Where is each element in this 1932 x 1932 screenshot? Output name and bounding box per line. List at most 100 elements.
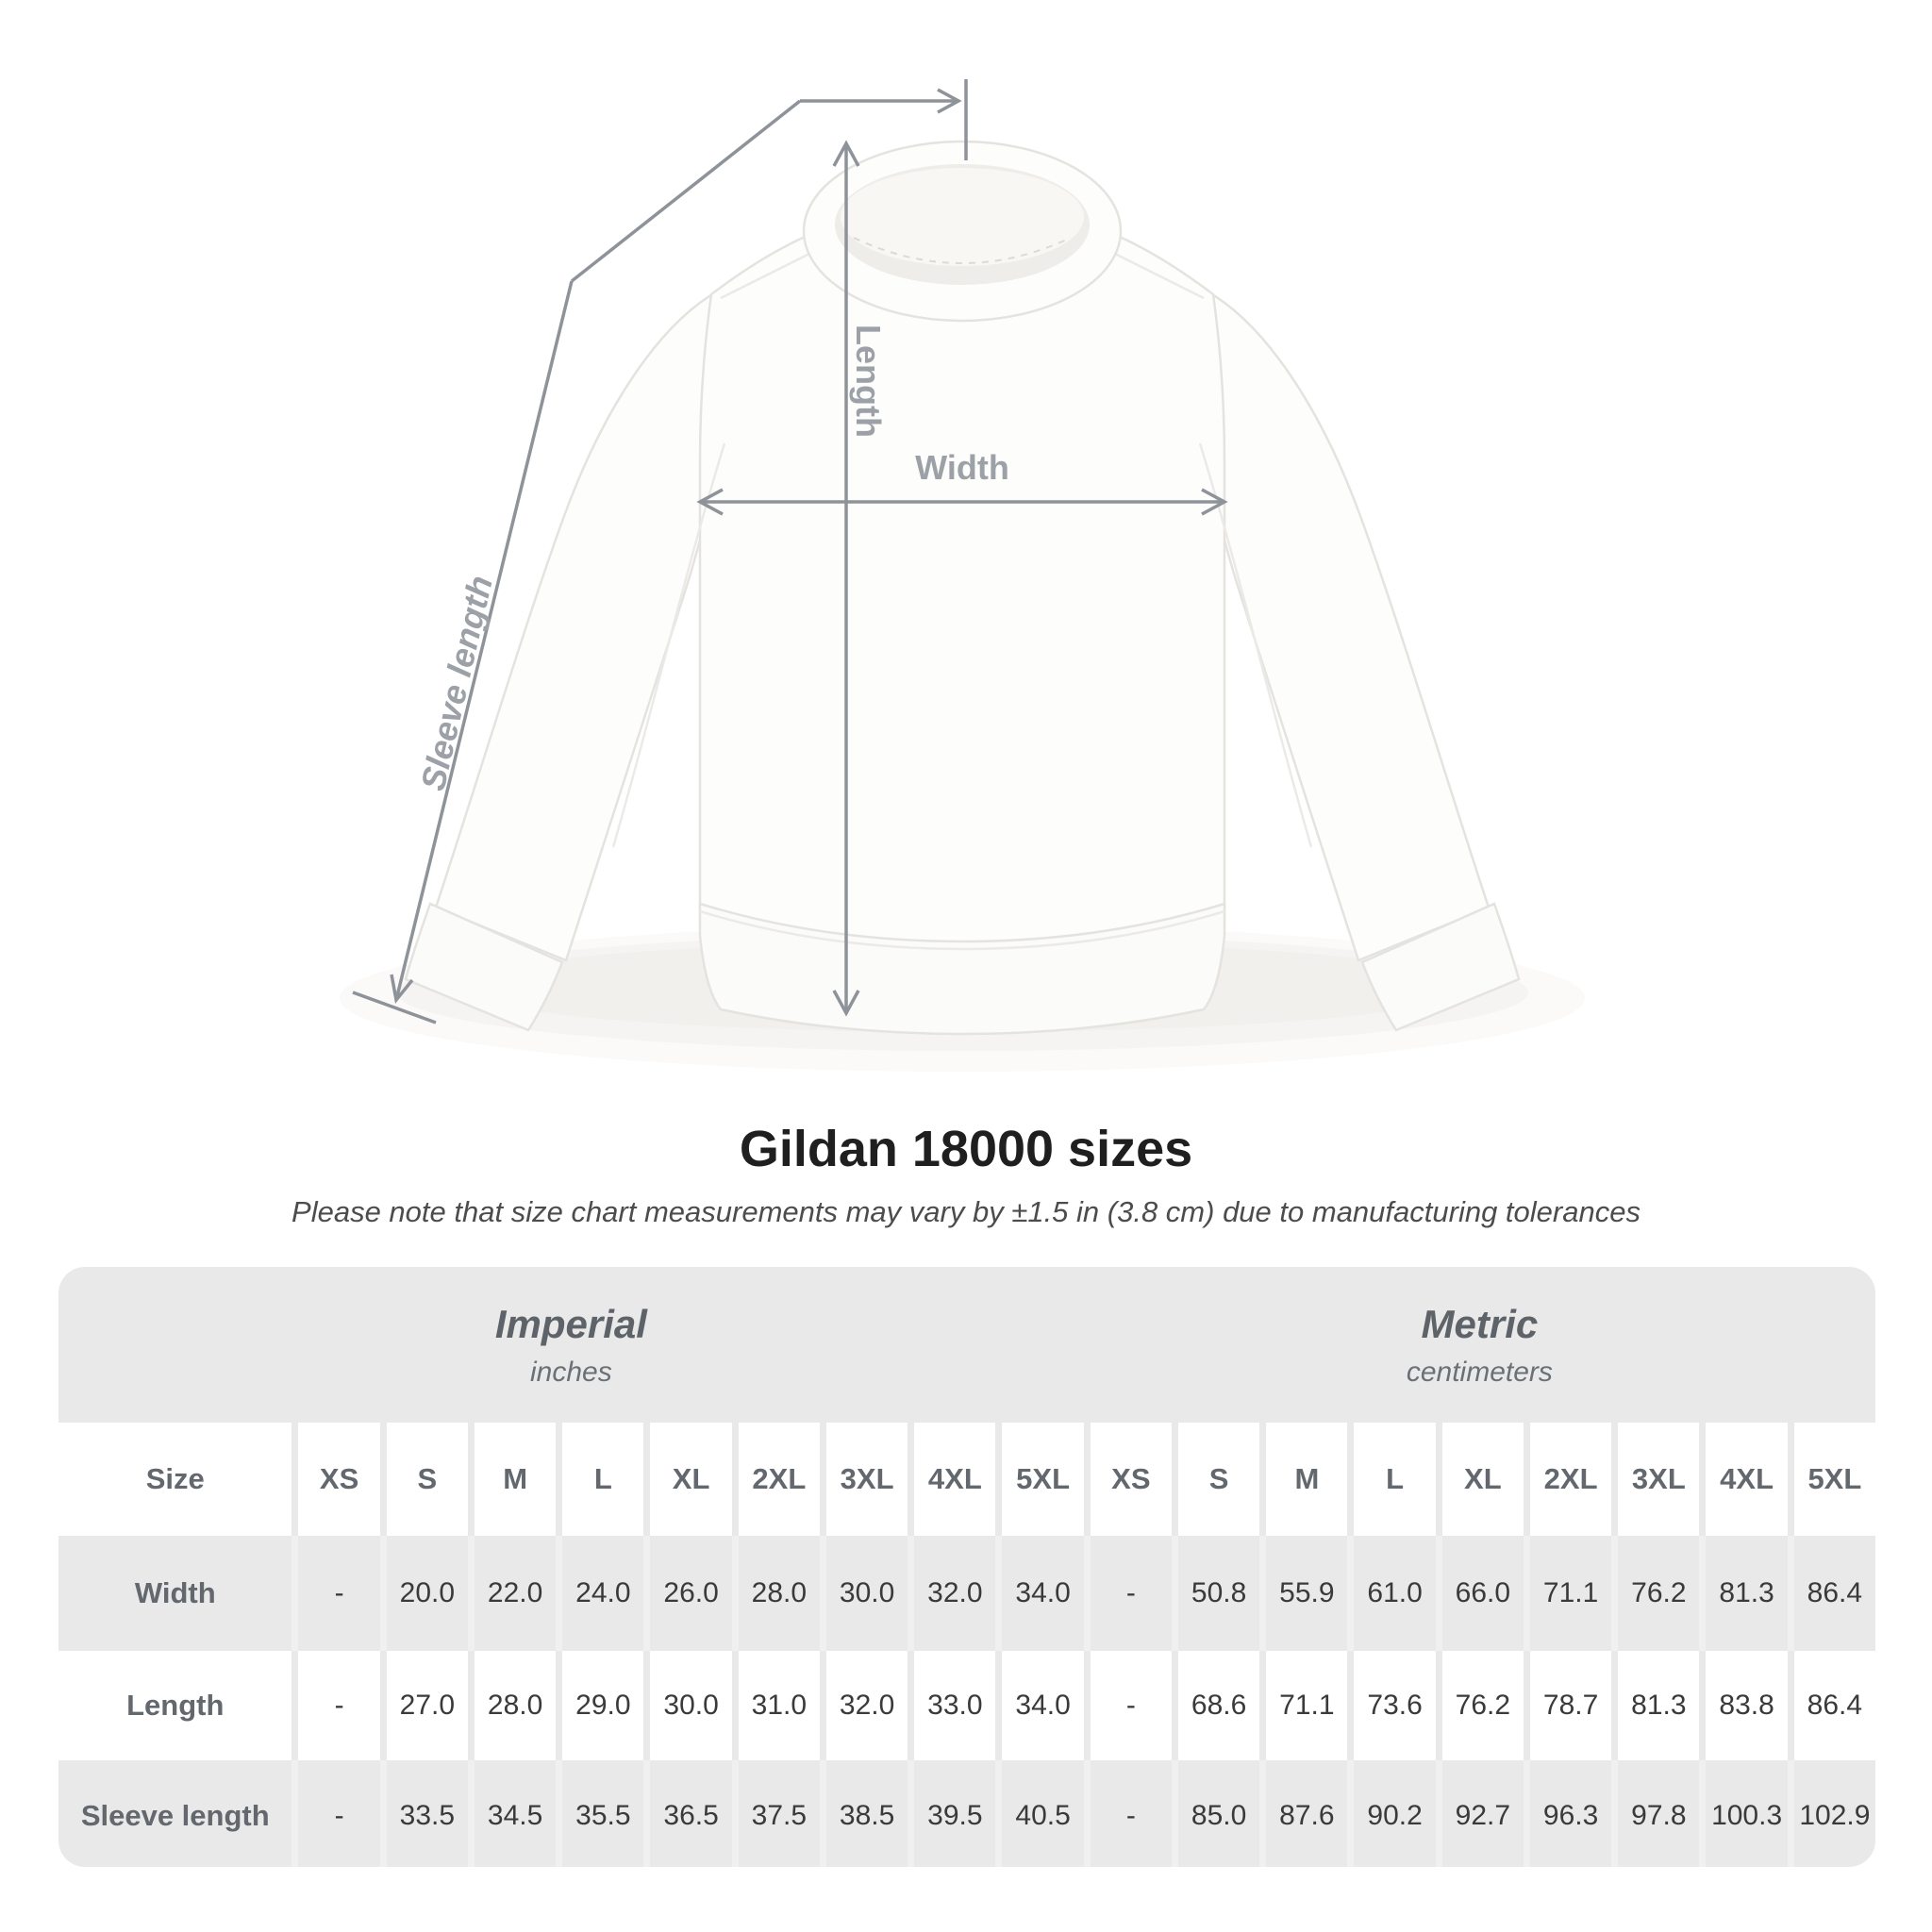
size-header-imperial-4xl: 4XL: [908, 1423, 995, 1536]
imperial-value-cell: 32.0: [908, 1536, 995, 1651]
metric-value-cell: 81.3: [1699, 1536, 1787, 1651]
row-label: Length: [126, 1689, 225, 1722]
metric-value-cell: 100.3: [1699, 1760, 1787, 1867]
sleeve-line-shoulder: [570, 99, 802, 283]
size-header-imperial-xl: XL: [643, 1423, 731, 1536]
metric-value-cell: 81.3: [1611, 1651, 1699, 1760]
size-header-imperial-2xl: 2XL: [731, 1423, 820, 1536]
measurement-row-sleeve-length: Sleeve length -33.5 34.5 35.5 36.5 37.5 38.5 39…: [58, 1760, 1875, 1867]
size-header-row: Size XS S M L XL 2XL 3XL 4XL 5XL XS S M L XL 2XL 3XL 4XL 5…: [58, 1423, 1875, 1536]
page-title: Gildan 18000 sizes: [739, 1121, 1193, 1177]
length-label: Length: [849, 325, 888, 438]
imperial-value-cell: 40.5: [995, 1760, 1083, 1867]
imperial-value-cell: 24.0: [556, 1536, 643, 1651]
metric-value-cell: -: [1083, 1536, 1172, 1651]
right-shoulder-seam: [1101, 245, 1205, 300]
metric-value-cell: 50.8: [1171, 1536, 1259, 1651]
metric-value-cell: 96.3: [1523, 1760, 1611, 1867]
length-arrow-down: [832, 990, 860, 1017]
metric-value-cell: 76.2: [1611, 1536, 1699, 1651]
metric-value-cell: 68.6: [1171, 1651, 1259, 1760]
metric-value-cell: 71.1: [1259, 1651, 1347, 1760]
imperial-value-cell: 20.0: [379, 1536, 468, 1651]
imperial-value-cell: 38.5: [819, 1760, 908, 1867]
metric-value-cell: 61.0: [1347, 1536, 1435, 1651]
size-header-imperial-m: M: [467, 1423, 556, 1536]
imperial-value-cell: 34.5: [467, 1760, 556, 1867]
size-header-metric-5xl: 5XL: [1787, 1423, 1875, 1536]
tolerance-note: Please note that size chart measurements…: [291, 1195, 1641, 1228]
right-cuff: [1360, 902, 1521, 1032]
row-label: Sleeve length: [80, 1799, 270, 1832]
sweatshirt-illustration: [404, 140, 1521, 1036]
size-header-metric-3xl: 3XL: [1611, 1423, 1699, 1536]
imperial-group-units: inches: [530, 1356, 612, 1388]
size-header-imperial-3xl: 3XL: [819, 1423, 908, 1536]
metric-value-cell: 87.6: [1259, 1760, 1347, 1867]
imperial-value-cell: 26.0: [643, 1536, 731, 1651]
collar-stitch: [853, 237, 1072, 264]
sleeve-arrow-down: [390, 974, 414, 1005]
metric-group-header: Metric centimeters: [1084, 1267, 1875, 1423]
heading-block: Gildan 18000 sizes Please note that size…: [0, 1119, 1932, 1230]
left-sleeve: [434, 288, 724, 962]
width-arrow-right: [1201, 488, 1228, 516]
row-label: Width: [134, 1576, 216, 1609]
metric-value-cell: 76.2: [1435, 1651, 1524, 1760]
size-header-imperial-s: S: [379, 1423, 468, 1536]
imperial-value-cell: -: [291, 1651, 379, 1760]
imperial-value-cell: 39.5: [908, 1760, 995, 1867]
imperial-value-cell: 27.0: [379, 1651, 468, 1760]
metric-value-cell: 83.8: [1699, 1651, 1787, 1760]
size-header-metric-2xl: 2XL: [1523, 1423, 1611, 1536]
metric-group-units: centimeters: [1406, 1356, 1553, 1388]
width-label: Width: [915, 448, 1009, 487]
imperial-value-cell: 37.5: [731, 1760, 820, 1867]
collar-back-fabric: [841, 168, 1084, 266]
size-header-metric-xs: XS: [1083, 1423, 1172, 1536]
imperial-value-cell: 33.0: [908, 1651, 995, 1760]
imperial-value-cell: 34.0: [995, 1536, 1083, 1651]
left-sleeve-fold: [611, 442, 726, 848]
size-header-metric-s: S: [1171, 1423, 1259, 1536]
imperial-value-cell: 30.0: [819, 1536, 908, 1651]
body-panel: [698, 216, 1226, 962]
imperial-value-cell: 35.5: [556, 1760, 643, 1867]
metric-value-cell: -: [1083, 1651, 1172, 1760]
imperial-value-cell: 31.0: [731, 1651, 820, 1760]
metric-value-cell: 85.0: [1171, 1760, 1259, 1867]
size-header-metric-l: L: [1347, 1423, 1435, 1536]
sweatshirt-diagram: Length Width Sleeve length: [352, 79, 1521, 1036]
imperial-value-cell: -: [291, 1760, 379, 1867]
metric-value-cell: 55.9: [1259, 1536, 1347, 1651]
imperial-value-cell: 28.0: [731, 1536, 820, 1651]
hem-band: [698, 902, 1226, 1036]
metric-group-label: Metric: [1421, 1301, 1539, 1346]
imperial-value-cell: 36.5: [643, 1760, 731, 1867]
imperial-value-cell: 22.0: [467, 1536, 556, 1651]
metric-value-cell: 92.7: [1435, 1760, 1524, 1867]
size-header-imperial-xs: XS: [291, 1423, 379, 1536]
imperial-value-cell: -: [291, 1536, 379, 1651]
right-sleeve: [1200, 288, 1491, 962]
size-header-imperial-l: L: [556, 1423, 643, 1536]
metric-value-cell: 90.2: [1347, 1760, 1435, 1867]
unit-group-band: Imperial inches Metric centimeters: [58, 1267, 1875, 1423]
size-column-header: Size: [145, 1462, 205, 1495]
metric-value-cell: 86.4: [1787, 1651, 1875, 1760]
size-header-metric-4xl: 4XL: [1699, 1423, 1787, 1536]
left-shoulder-seam: [720, 245, 824, 300]
size-table: Imperial inches Metric centimeters Size X…: [58, 1267, 1875, 1867]
hem-seam: [699, 909, 1225, 951]
imperial-group-label: Imperial: [494, 1301, 647, 1346]
metric-value-cell: 71.1: [1523, 1536, 1611, 1651]
imperial-group-header: Imperial inches: [58, 1267, 1084, 1423]
size-header-metric-m: M: [1259, 1423, 1347, 1536]
imperial-value-cell: 29.0: [556, 1651, 643, 1760]
measurement-row-width: Width -20.0 22.0 24.0 26.0 28.0 30.0 32.0 34.0-5…: [58, 1536, 1875, 1651]
imperial-value-cell: 34.0: [995, 1651, 1083, 1760]
cuff-tick: [352, 991, 437, 1024]
metric-value-cell: 86.4: [1787, 1536, 1875, 1651]
imperial-value-cell: 33.5: [379, 1760, 468, 1867]
